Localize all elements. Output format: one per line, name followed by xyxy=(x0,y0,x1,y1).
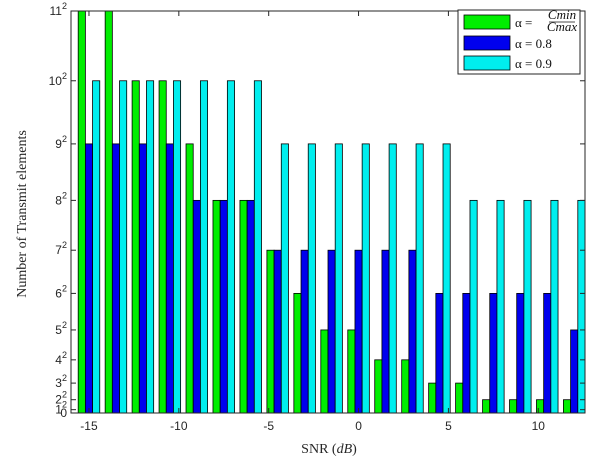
legend-label-alpha-0-8: α = 0.8 xyxy=(515,36,552,51)
bar-series-2-x-8 xyxy=(307,143,316,414)
bar-series-0-x-11 xyxy=(374,359,383,414)
bar-series-2-x-0 xyxy=(92,80,101,414)
legend-label-alpha-ratio-lhs: α = xyxy=(515,15,532,30)
bar-series-1-x-16 xyxy=(516,292,525,414)
x-tick-label: -5 xyxy=(263,419,274,433)
y-tick-label: 112 xyxy=(50,1,67,18)
x-axis-label: SNR (dB) xyxy=(301,442,357,457)
bar-series-2-x-12 xyxy=(415,143,424,414)
legend-label-alpha-0-9: α = 0.9 xyxy=(515,56,552,71)
bar-series-0-x-18 xyxy=(563,399,572,414)
bar-series-1-x-3 xyxy=(165,143,174,414)
bar-series-1-x-4 xyxy=(192,199,201,414)
bar-series-2-x-15 xyxy=(496,199,505,414)
legend-label-alpha-ratio-num: Cmin xyxy=(548,7,576,22)
bar-series-2-x-7 xyxy=(280,143,289,414)
bar-series-2-x-14 xyxy=(469,199,478,414)
y-tick-label: 72 xyxy=(55,240,67,257)
y-tick-label: 32 xyxy=(55,373,67,390)
bar-series-2-x-16 xyxy=(523,199,532,414)
bar-series-1-x-5 xyxy=(219,199,228,414)
bar-series-0-x-16 xyxy=(509,399,518,414)
x-tick-label: -15 xyxy=(80,419,98,433)
bar-series-0-x-13 xyxy=(428,382,437,414)
legend: α = Cmin Cmax α = 0.8 α = 0.9 xyxy=(457,7,581,75)
bar-series-1-x-8 xyxy=(300,249,309,414)
bar-series-0-x-3 xyxy=(158,80,167,414)
bar-series-2-x-13 xyxy=(442,143,451,414)
legend-swatch-alpha-0-8 xyxy=(463,35,511,51)
bar-series-1-x-1 xyxy=(111,143,120,414)
y-tick-label: 52 xyxy=(55,320,67,337)
bar-series-1-x-13 xyxy=(435,292,444,414)
y-axis-label: Number of Transmit elements xyxy=(15,130,30,298)
bar-series-1-x-0 xyxy=(84,143,93,414)
y-tick-label: 82 xyxy=(55,190,67,207)
bar-series-2-x-5 xyxy=(226,80,235,414)
bar-series-0-x-8 xyxy=(293,292,302,414)
y-tick-label: 92 xyxy=(55,134,67,151)
bar-series-2-x-18 xyxy=(577,199,586,414)
bar-series-0-x-10 xyxy=(347,329,356,414)
x-axis-ticks: -15 -10 -5 0 5 10 xyxy=(80,11,545,433)
bar-series-1-x-18 xyxy=(570,329,579,414)
bar-series-0-x-2 xyxy=(131,80,140,414)
plot-frame xyxy=(70,10,586,414)
bar-series-1-x-6 xyxy=(246,199,255,414)
y-tick-label: 22 xyxy=(55,390,67,407)
x-tick-label: 10 xyxy=(532,419,546,433)
bar-series-0-x-1 xyxy=(104,10,113,414)
bar-series-2-x-3 xyxy=(173,80,182,414)
y-tick-label: 0 xyxy=(60,406,67,420)
bar-series-2-x-10 xyxy=(361,143,370,414)
bar-series-2-x-9 xyxy=(334,143,343,414)
bar-series-0-x-6 xyxy=(239,199,248,414)
bar-series-2-x-1 xyxy=(119,80,128,414)
y-tick-label: 42 xyxy=(55,350,67,367)
bar-series-0-x-12 xyxy=(401,359,410,414)
bar-series-1-x-7 xyxy=(273,249,282,414)
bar-series-1-x-15 xyxy=(489,292,498,414)
bar-series-0-x-17 xyxy=(536,399,545,414)
bar-series-1-x-11 xyxy=(381,249,390,414)
bar-series-1-x-10 xyxy=(354,249,363,414)
bar-series-0-x-0 xyxy=(77,10,86,414)
bar-series-0-x-5 xyxy=(212,199,221,414)
bar-series-0-x-4 xyxy=(185,143,194,414)
x-tick-label: 5 xyxy=(445,419,452,433)
legend-swatch-alpha-0-9 xyxy=(463,55,511,71)
legend-swatch-alpha-ratio xyxy=(463,14,511,30)
y-tick-label: 12 xyxy=(55,400,67,417)
bar-series-2-x-11 xyxy=(388,143,397,414)
bar-series-1-x-14 xyxy=(462,292,471,414)
bar-series-1-x-17 xyxy=(543,292,552,414)
legend-label-alpha-ratio-den: Cmax xyxy=(547,19,578,34)
y-tick-label: 102 xyxy=(49,71,67,88)
bar-series-1-x-9 xyxy=(327,249,336,414)
bar-series-0-x-7 xyxy=(266,249,275,414)
x-tick-label: 0 xyxy=(355,419,362,433)
bar-series-2-x-2 xyxy=(146,80,155,414)
y-tick-label: 62 xyxy=(55,283,67,300)
bar-series-0-x-9 xyxy=(320,329,329,414)
bar-series-2-x-4 xyxy=(199,80,208,414)
x-tick-label: -10 xyxy=(170,419,188,433)
bar-series-2-x-6 xyxy=(253,80,262,414)
bar-series-0-x-14 xyxy=(455,382,464,414)
bar-series-0-x-15 xyxy=(482,399,491,414)
bars-group xyxy=(77,10,586,414)
bar-series-2-x-17 xyxy=(550,199,559,414)
bar-series-1-x-12 xyxy=(408,249,417,414)
bar-series-1-x-2 xyxy=(138,143,147,414)
